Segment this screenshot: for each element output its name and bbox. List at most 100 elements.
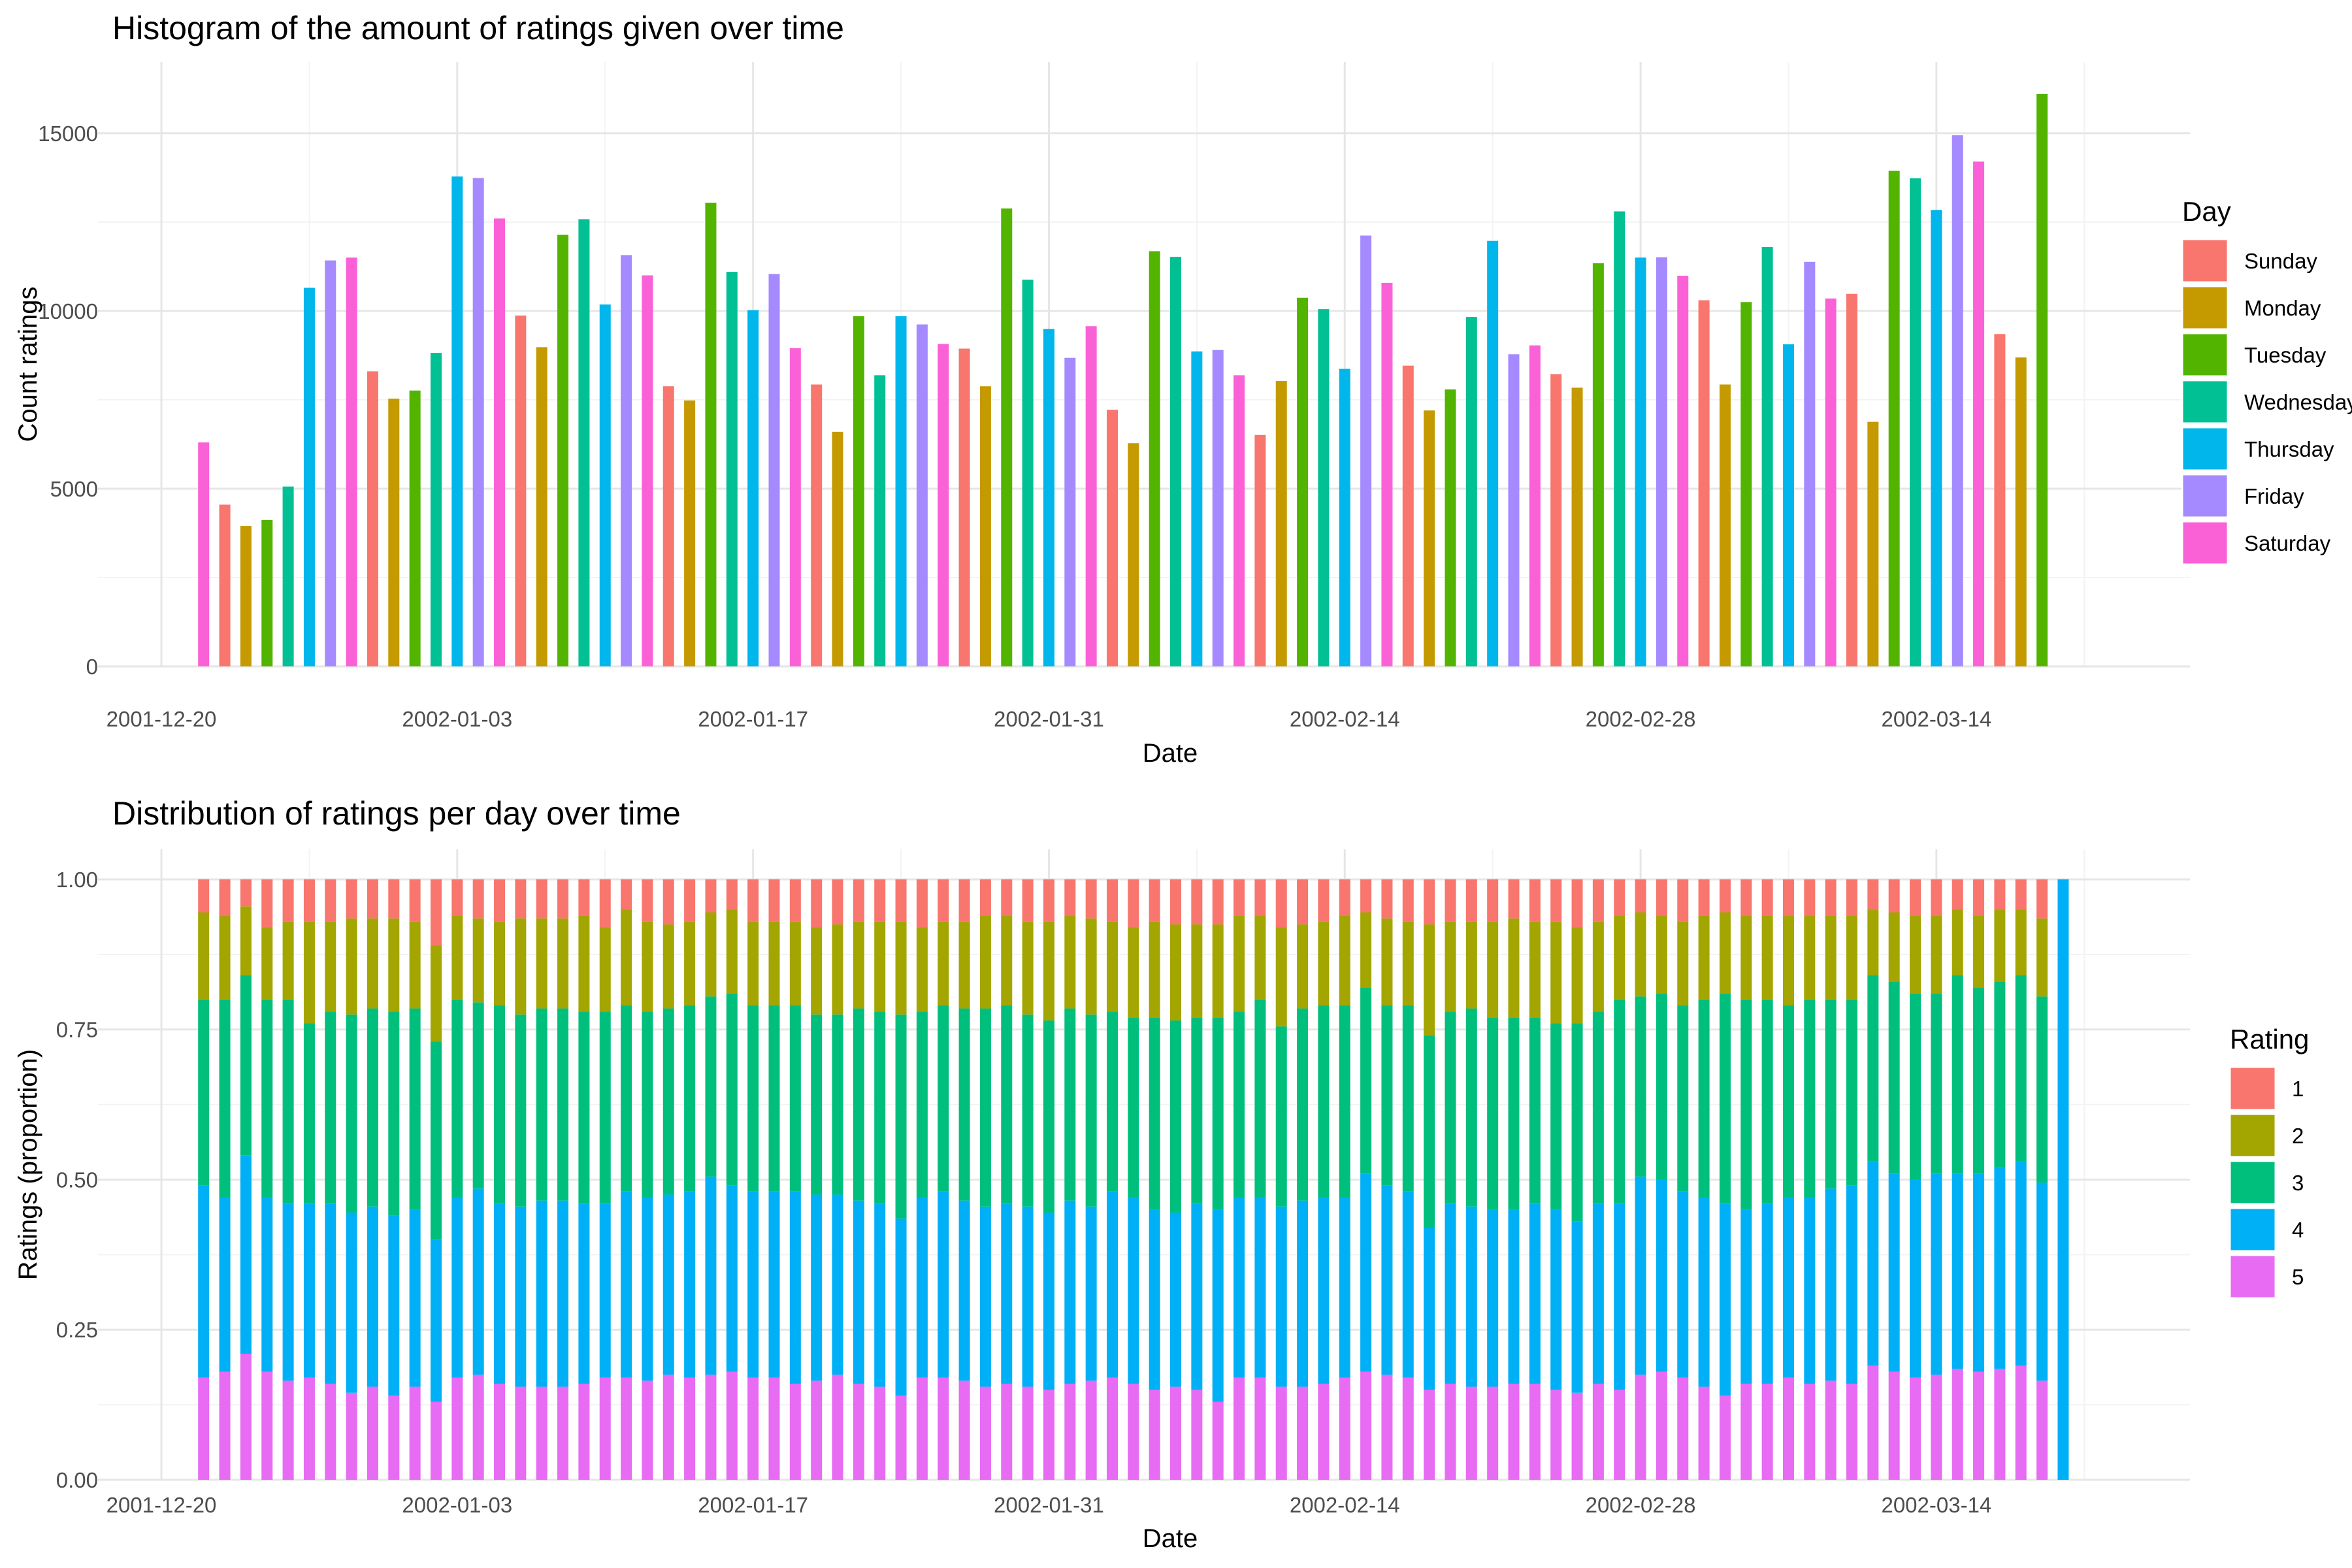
bar-segment: [198, 999, 210, 1186]
bar-segment: [1698, 915, 1710, 1000]
bar-segment: [536, 1200, 547, 1387]
bar-segment: [2015, 909, 2027, 975]
bar-segment: [1297, 879, 1309, 924]
bar-segment: [1381, 1375, 1393, 1480]
bars: [198, 93, 2048, 667]
bar-segment: [1931, 1375, 1942, 1480]
x-tick-label: 2002-03-14: [1881, 707, 1991, 731]
bar-segment: [1698, 1386, 1710, 1480]
bar: [1931, 210, 1942, 667]
bar-segment: [938, 1377, 949, 1480]
bar-segment: [853, 1008, 864, 1201]
bar-segment: [1719, 912, 1731, 994]
bar: [1233, 375, 1245, 666]
bar: [874, 375, 886, 666]
bar-segment: [1782, 915, 1794, 1005]
bar-segment: [1571, 927, 1583, 1024]
y-tick-label: 1.00: [56, 868, 98, 892]
bar-segment: [282, 999, 294, 1204]
bar-segment: [1149, 1390, 1160, 1480]
bar-segment: [1191, 1203, 1203, 1390]
bar: [240, 526, 252, 666]
bar-segment: [1740, 1383, 1752, 1480]
bar: [1571, 387, 1583, 666]
x-tick-label: 2002-03-14: [1881, 1493, 1991, 1517]
bar-segment: [726, 1185, 738, 1372]
x-tick-labels: 2001-12-20 2002-01-03 2002-01-17 2002-01-31…: [106, 1493, 1992, 1517]
bar-segment: [2015, 879, 2027, 909]
bar-segment: [1424, 1390, 1435, 1480]
bar-segment: [1445, 921, 1456, 1012]
bar-segment: [1128, 927, 1139, 1018]
bar: [684, 400, 696, 666]
bar-segment: [811, 879, 823, 928]
bar-segment: [1931, 915, 1942, 994]
bar-segment: [1128, 1017, 1139, 1198]
bar-segment: [1719, 1396, 1731, 1480]
bar-segment: [1825, 879, 1837, 916]
x-tick-label: 2002-01-31: [994, 1493, 1104, 1517]
bar-segment: [303, 1377, 315, 1480]
bar-segment: [219, 879, 231, 916]
bar-segment: [1550, 879, 1562, 922]
bar-segment: [621, 879, 632, 909]
bar-segment: [1994, 1168, 2006, 1369]
bar: [1867, 421, 1879, 666]
bar-segment: [1402, 1191, 1414, 1378]
bar-segment: [1508, 1017, 1520, 1210]
bar-segment: [1867, 1161, 1879, 1366]
bar-segment: [1275, 1026, 1287, 1207]
x-tick-labels: 2001-12-20 2002-01-03 2002-01-17 2002-01-31…: [106, 707, 1992, 731]
bar-segment: [916, 1198, 928, 1378]
bar-segment: [1254, 879, 1266, 916]
bar-segment: [1360, 879, 1372, 913]
bar-segment: [1973, 987, 1985, 1174]
bar: [1360, 235, 1372, 666]
bar-segment: [2015, 1365, 2027, 1480]
legend-label: Sunday: [2244, 249, 2317, 273]
bar-segment: [1001, 1005, 1013, 1204]
y-tick-label: 0.25: [56, 1318, 98, 1342]
bar-segment: [1001, 1203, 1013, 1384]
legend-key: [2229, 1207, 2277, 1252]
bar-segment: [1846, 915, 1858, 1000]
bar-segment: [747, 879, 759, 922]
bar-segment: [1170, 1213, 1182, 1387]
bar: [1297, 297, 1309, 666]
bar-segment: [1424, 879, 1435, 924]
y-tick-label: 0.00: [56, 1468, 98, 1492]
bar-segment: [303, 921, 315, 1024]
bar-segment: [494, 921, 506, 1005]
bar: [1128, 443, 1139, 666]
bar-segment: [1910, 1377, 1921, 1480]
bar-segment: [409, 1008, 421, 1210]
bar-segment: [325, 879, 336, 922]
bar-segment: [1339, 1198, 1350, 1378]
x-tick-label: 2002-01-31: [994, 707, 1104, 731]
bar-segment: [430, 1401, 442, 1480]
bar: [2015, 357, 2027, 666]
bar: [1761, 246, 1773, 666]
bar-segment: [1487, 921, 1499, 1018]
bar-segment: [536, 1008, 547, 1201]
bar-segment: [874, 1386, 886, 1480]
bar-segment: [1614, 879, 1625, 916]
bar-segment: [2036, 1380, 2048, 1480]
bar-segment: [367, 1008, 378, 1207]
x-tick-label: 2001-12-20: [106, 707, 217, 731]
bar-segment: [388, 1215, 400, 1396]
bar-segment: [1782, 1198, 1794, 1378]
bar-segment: [1571, 1023, 1583, 1222]
bar: [1804, 261, 1816, 666]
bar-segment: [895, 1396, 907, 1480]
bar-segment: [1867, 879, 1879, 909]
bar-segment: [1973, 915, 1985, 988]
bar-segment: [768, 921, 780, 1005]
bar-segment: [1402, 879, 1414, 922]
bar-segment: [1254, 1377, 1266, 1480]
bar-segment: [1804, 1198, 1816, 1384]
bar-segment: [1867, 1365, 1879, 1480]
bar-segment: [1339, 915, 1350, 1005]
bar-segment: [1233, 1011, 1245, 1198]
bar-segment: [1064, 1008, 1076, 1201]
